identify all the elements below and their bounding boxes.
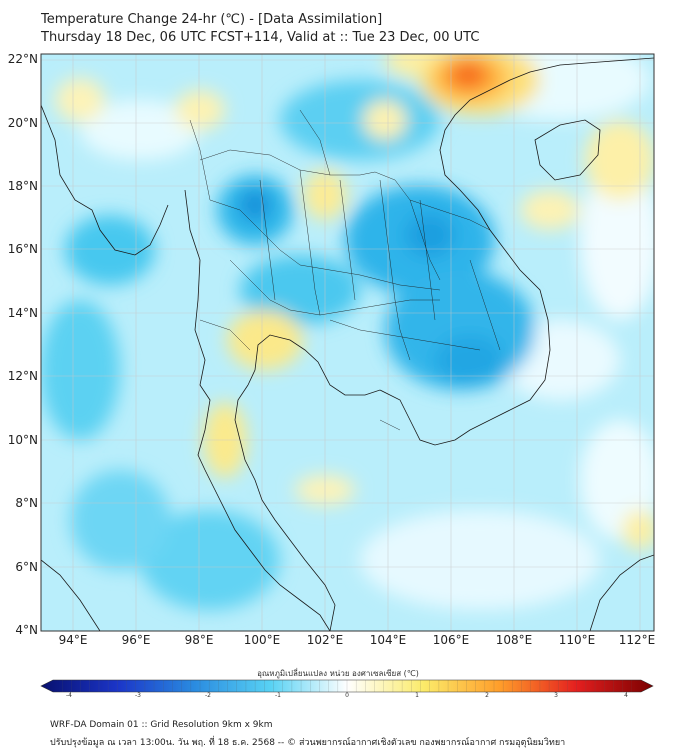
lon-label: 112°E bbox=[618, 633, 656, 647]
lat-label: 18°N bbox=[7, 179, 38, 193]
colorbar-tick: 2 bbox=[485, 692, 489, 699]
lat-label: 14°N bbox=[7, 306, 38, 320]
lat-label: 6°N bbox=[15, 560, 38, 574]
colorbar bbox=[40, 679, 654, 693]
map-frame bbox=[40, 53, 655, 632]
lat-label: 4°N bbox=[15, 623, 38, 637]
lon-label: 106°E bbox=[432, 633, 470, 647]
colorbar-tick: -3 bbox=[135, 692, 141, 699]
lat-label: 16°N bbox=[7, 242, 38, 256]
colorbar-label: อุณหภูมิเปลี่ยนแปลง หน่วย องศาเซลเซียส (… bbox=[257, 669, 419, 678]
colorbar-tick: 0 bbox=[345, 692, 349, 699]
lat-label: 20°N bbox=[7, 116, 38, 130]
lon-label: 108°E bbox=[495, 633, 533, 647]
chart-title: Temperature Change 24-hr (℃) - [Data Ass… bbox=[41, 12, 383, 27]
temperature-field bbox=[41, 54, 654, 631]
colorbar-tick: 1 bbox=[415, 692, 419, 699]
colorbar-tick: 4 bbox=[624, 692, 628, 699]
lat-label: 12°N bbox=[7, 369, 38, 383]
lon-label: 100°E bbox=[243, 633, 281, 647]
lat-label: 10°N bbox=[7, 433, 38, 447]
gridlines bbox=[41, 54, 654, 631]
lat-label: 8°N bbox=[15, 496, 38, 510]
colorbar-tick: -4 bbox=[66, 692, 72, 699]
coastlines bbox=[41, 57, 654, 631]
lon-label: 96°E bbox=[121, 633, 151, 647]
lat-label: 22°N bbox=[7, 52, 38, 66]
lon-label: 94°E bbox=[58, 633, 88, 647]
lon-label: 102°E bbox=[306, 633, 344, 647]
lon-label: 104°E bbox=[369, 633, 407, 647]
province-boundaries bbox=[189, 109, 501, 431]
footer-model-info: WRF-DA Domain 01 :: Grid Resolution 9km … bbox=[50, 720, 273, 730]
footer-credit: ปรับปรุงข้อมูล ณ เวลา 13:00น. วัน พฤ. ที… bbox=[50, 738, 566, 748]
chart-subtitle: Thursday 18 Dec, 06 UTC FCST+114, Valid … bbox=[41, 30, 480, 45]
colorbar-tick: -1 bbox=[275, 692, 281, 699]
colorbar-tick: -2 bbox=[205, 692, 211, 699]
lon-label: 110°E bbox=[558, 633, 596, 647]
lon-label: 98°E bbox=[184, 633, 214, 647]
colorbar-tick: 3 bbox=[554, 692, 558, 699]
